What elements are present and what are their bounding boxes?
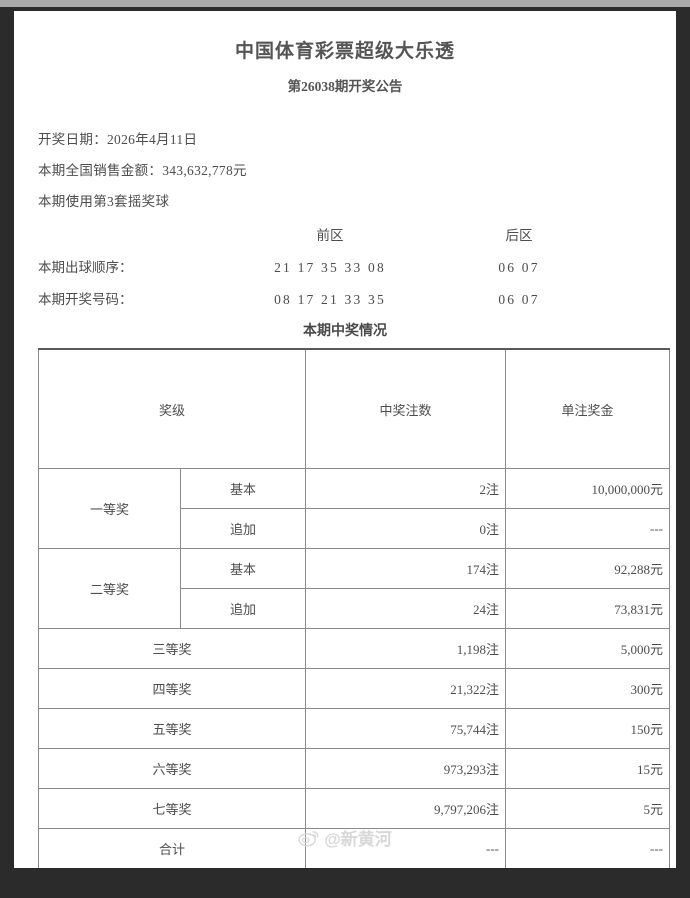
zone-header-row: 前区 后区 xyxy=(38,224,652,244)
table-row: 追加 24注 73,831元 1,771,944元 xyxy=(39,588,671,629)
prize-count: 9,797,206注 xyxy=(305,788,507,829)
prize-unit: 15元 xyxy=(505,748,671,789)
table-row: 七等奖 9,797,206注 5元 48,986,030元 xyxy=(37,788,671,829)
ball-order-row: 本期出球顺序： 21 17 35 33 08 06 07 xyxy=(38,256,652,276)
sales-amount-line: 本期全国销售金额：343,632,778元 xyxy=(38,163,247,178)
table-row: 四等奖 21,322注 300元 6,396,600元 xyxy=(37,668,671,709)
table-row: 一等奖 基本 2注 10,000,000元 20,000,000元 xyxy=(38,468,671,549)
ball-order-back: 06 07 xyxy=(498,260,540,275)
weibo-handle: @新黄河 xyxy=(324,830,392,849)
prize-level: 七等奖 xyxy=(37,788,307,829)
prize-unit: --- xyxy=(505,508,671,549)
front-zone-label: 前区 xyxy=(316,228,344,243)
prize-level: 四等奖 xyxy=(37,668,307,709)
prize-section-title: 本期中奖情况 xyxy=(303,324,387,339)
prize-count: 174注 xyxy=(305,548,507,589)
prize-subtype: 基本 xyxy=(179,468,307,509)
prize-count: 75,744注 xyxy=(305,708,507,749)
header-winning-count: 中奖注数 xyxy=(305,348,507,469)
prize-subtype: 基本 xyxy=(179,548,307,589)
winning-numbers-front: 08 17 21 33 35 xyxy=(274,292,386,307)
announcement-page: 中国体育彩票超级大乐透 第26038期开奖公告 开奖日期：2026年4月11日 … xyxy=(14,11,676,868)
prize-unit: 92,288元 xyxy=(505,548,671,589)
draw-date-line: 开奖日期：2026年4月11日 xyxy=(38,132,198,147)
page-title: 中国体育彩票超级大乐透 xyxy=(234,41,455,62)
prize-count: 0注 xyxy=(305,508,507,549)
table-total-row: 合计 --- --- 125,163,681元 xyxy=(37,828,671,868)
back-zone-label: 后区 xyxy=(505,228,533,243)
prize-unit: 5,000元 xyxy=(505,628,671,669)
prize-count: 24注 xyxy=(305,588,507,629)
prize-unit: 300元 xyxy=(505,668,671,709)
prize-unit: 150元 xyxy=(505,708,671,749)
table-header-row: 奖级 中奖注数 单注奖金 应派奖金合计 xyxy=(37,348,671,469)
prize-count: 973,293注 xyxy=(305,748,507,789)
table-row: 追加 0注 --- 0元 xyxy=(39,508,671,549)
total-unit: --- xyxy=(505,828,671,868)
ball-order-label: 本期出球顺序： xyxy=(38,260,133,275)
header-prize-level: 奖级 xyxy=(37,348,307,469)
meta-block: 开奖日期：2026年4月11日 本期全国销售金额：343,632,778元 本期… xyxy=(38,128,652,210)
ball-order-front: 21 17 35 33 08 xyxy=(274,260,386,275)
prize-count: 2注 xyxy=(305,468,507,509)
prize-count: 21,322注 xyxy=(305,668,507,709)
weibo-watermark: @新黄河 xyxy=(14,825,676,850)
total-count: --- xyxy=(305,828,507,868)
prize-unit: 10,000,000元 xyxy=(505,468,671,509)
table-row: 三等奖 1,198注 5,000元 5,990,000元 xyxy=(37,628,671,669)
prize-unit: 5元 xyxy=(505,788,671,829)
ball-set-line: 本期使用第3套摇奖球 xyxy=(38,194,170,209)
winning-numbers-back: 06 07 xyxy=(498,292,540,307)
top-strip xyxy=(0,0,690,7)
table-row: 六等奖 973,293注 15元 14,599,395元 xyxy=(37,748,671,789)
prize-subtype: 追加 xyxy=(179,508,307,549)
page-subtitle: 第26038期开奖公告 xyxy=(287,79,403,94)
prize-level: 六等奖 xyxy=(37,748,307,789)
prize-level: 三等奖 xyxy=(37,628,307,669)
ball-numbers-block: 前区 后区 本期出球顺序： 21 17 35 33 08 06 07 本期开奖号… xyxy=(38,224,652,308)
total-label: 合计 xyxy=(37,828,307,868)
header-unit-prize: 单注奖金 xyxy=(505,348,671,469)
prize-level: 一等奖 xyxy=(38,468,181,549)
winning-numbers-label: 本期开奖号码： xyxy=(38,292,133,307)
table-row: 五等奖 75,744注 150元 11,361,600元 xyxy=(37,708,671,749)
prize-unit: 73,831元 xyxy=(505,588,671,629)
weibo-icon xyxy=(298,829,320,847)
table-row: 二等奖 基本 174注 92,288元 16,058,112元 xyxy=(38,548,671,629)
prize-table: 奖级 中奖注数 单注奖金 应派奖金合计 一等奖 基本 2注 10,000,000… xyxy=(37,348,671,868)
winning-numbers-row: 本期开奖号码： 08 17 21 33 35 06 07 xyxy=(38,288,652,308)
prize-level: 二等奖 xyxy=(38,548,181,629)
prize-subtype: 追加 xyxy=(179,588,307,629)
prize-count: 1,198注 xyxy=(305,628,507,669)
prize-level: 五等奖 xyxy=(37,708,307,749)
